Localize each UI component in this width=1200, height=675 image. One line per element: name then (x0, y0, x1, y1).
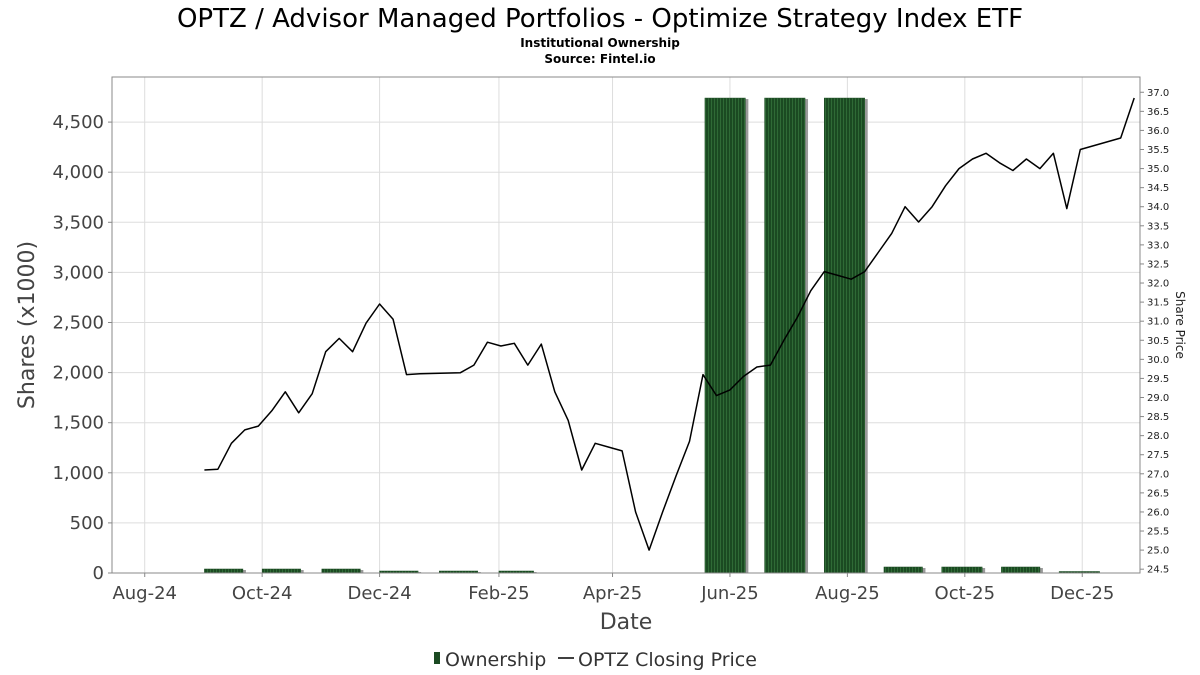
chart-title: OPTZ / Advisor Managed Portfolios - Opti… (177, 4, 1023, 34)
ownership-bar-shadow-4 (477, 571, 481, 573)
ownership-bar-shadow-8 (864, 99, 868, 574)
x-tick-label-6: Aug-25 (815, 583, 880, 604)
legend-price-label: OPTZ Closing Price (578, 649, 757, 671)
y-tick-label-1: 500 (70, 513, 104, 534)
y2-tick-label-9: 29.0 (1147, 393, 1169, 404)
y-tick-label-6: 3,000 (52, 262, 104, 283)
ownership-bar-shadow-9 (922, 567, 926, 573)
y2-tick-label-7: 28.0 (1147, 431, 1169, 442)
y-axis-label: Shares (x1000) (15, 241, 40, 409)
legend-ownership-swatch (434, 652, 440, 664)
y2-tick-label-0: 24.5 (1147, 565, 1169, 576)
y2-tick-label-22: 35.5 (1147, 145, 1169, 156)
y2-tick-label-16: 32.5 (1147, 259, 1169, 270)
y2-tick-label-2: 25.5 (1147, 527, 1169, 538)
x-tick-label-7: Oct-25 (935, 583, 996, 604)
y2-tick-label-4: 26.5 (1147, 488, 1169, 499)
y2-tick-label-15: 32.0 (1147, 279, 1169, 290)
chart-subtitle-1: Institutional Ownership (520, 36, 680, 50)
ownership-bar-shadow-11 (1039, 567, 1043, 573)
x-tick-label-1: Oct-24 (232, 583, 293, 604)
ownership-bar-shadow-2 (360, 569, 364, 573)
price-line-group (204, 97, 1135, 551)
y2-tick-label-1: 25.0 (1147, 546, 1169, 557)
ownership-bar-10 (941, 566, 983, 574)
ownership-bar-shadow-5 (533, 571, 537, 573)
x-tick-label-2: Dec-24 (347, 583, 411, 604)
ownership-bar-0 (204, 568, 244, 574)
y2-tick-label-12: 30.5 (1147, 336, 1169, 347)
y2-tick-label-6: 27.5 (1147, 450, 1169, 461)
y2-axis-ticks: 24.5 25.0 25.5 26.0 26.5 27.0 27.5 28.0 28.5 29.0… (1140, 88, 1169, 576)
y2-tick-label-17: 33.0 (1147, 240, 1169, 251)
y2-tick-label-8: 28.5 (1147, 412, 1169, 423)
ownership-bar-shadow-6 (745, 99, 749, 574)
ownership-bar-2 (321, 568, 361, 574)
x-axis-label: Date (600, 610, 653, 635)
y-axis-ticks: 0 500 1,000 1,500 2,000 2,500 3,000 3,500 4,000 4… (52, 112, 112, 584)
ownership-bar-11 (1001, 566, 1041, 574)
y-tick-label-8: 4,000 (52, 162, 104, 183)
y2-tick-label-5: 27.0 (1147, 469, 1169, 480)
y2-tick-label-18: 33.5 (1147, 221, 1169, 232)
x-tick-label-0: Aug-24 (112, 583, 177, 604)
y2-tick-label-20: 34.5 (1147, 183, 1169, 194)
y-tick-label-9: 4,500 (52, 112, 104, 133)
ownership-bar-shadow-1 (300, 569, 304, 573)
y2-axis-label: Share Price (1173, 291, 1187, 359)
price-line (204, 97, 1135, 551)
y2-tick-label-3: 26.0 (1147, 507, 1169, 518)
legend: Ownership OPTZ Closing Price (434, 649, 757, 671)
ownership-bars (204, 97, 1103, 574)
x-tick-label-8: Dec-25 (1050, 583, 1114, 604)
y-tick-label-4: 2,000 (52, 363, 104, 384)
x-tick-label-5: Jun-25 (700, 583, 759, 604)
y2-tick-label-11: 30.0 (1147, 355, 1169, 366)
ownership-bar-shadow-10 (982, 567, 986, 573)
y2-tick-label-24: 36.5 (1147, 107, 1169, 118)
y-tick-label-2: 1,000 (52, 463, 104, 484)
y2-tick-label-23: 36.0 (1147, 126, 1169, 137)
x-tick-label-4: Apr-25 (583, 583, 642, 604)
ownership-bar-shadow-7 (805, 99, 809, 574)
y-tick-label-7: 3,500 (52, 212, 104, 233)
ownership-bar-8 (824, 97, 865, 574)
y-tick-label-3: 1,500 (52, 413, 104, 434)
y2-tick-label-19: 34.0 (1147, 202, 1169, 213)
ownership-bar-shadow-3 (418, 571, 422, 573)
x-axis-ticks: Aug-24 Oct-24 Dec-24 Feb-25 Apr-25 Jun-25 Aug-… (112, 573, 1114, 604)
y-tick-label-0: 0 (93, 563, 104, 584)
x-tick-label-3: Feb-25 (468, 583, 529, 604)
legend-ownership-label: Ownership (445, 649, 546, 671)
y2-tick-label-14: 31.5 (1147, 298, 1169, 309)
chart-subtitle-2: Source: Fintel.io (544, 52, 655, 66)
grid-lines (112, 77, 1140, 574)
ownership-bar-1 (261, 568, 301, 574)
y2-tick-label-13: 31.0 (1147, 317, 1169, 328)
y2-tick-label-25: 37.0 (1147, 88, 1169, 99)
ownership-bar-6 (704, 97, 746, 574)
ownership-bar-7 (764, 97, 806, 574)
y2-tick-label-10: 29.5 (1147, 374, 1169, 385)
plot-area-frame (111, 76, 1141, 574)
ownership-bar-9 (883, 566, 923, 574)
ownership-bar-shadow-0 (242, 569, 246, 573)
y-tick-label-5: 2,500 (52, 312, 104, 333)
y2-tick-label-21: 35.0 (1147, 164, 1169, 175)
